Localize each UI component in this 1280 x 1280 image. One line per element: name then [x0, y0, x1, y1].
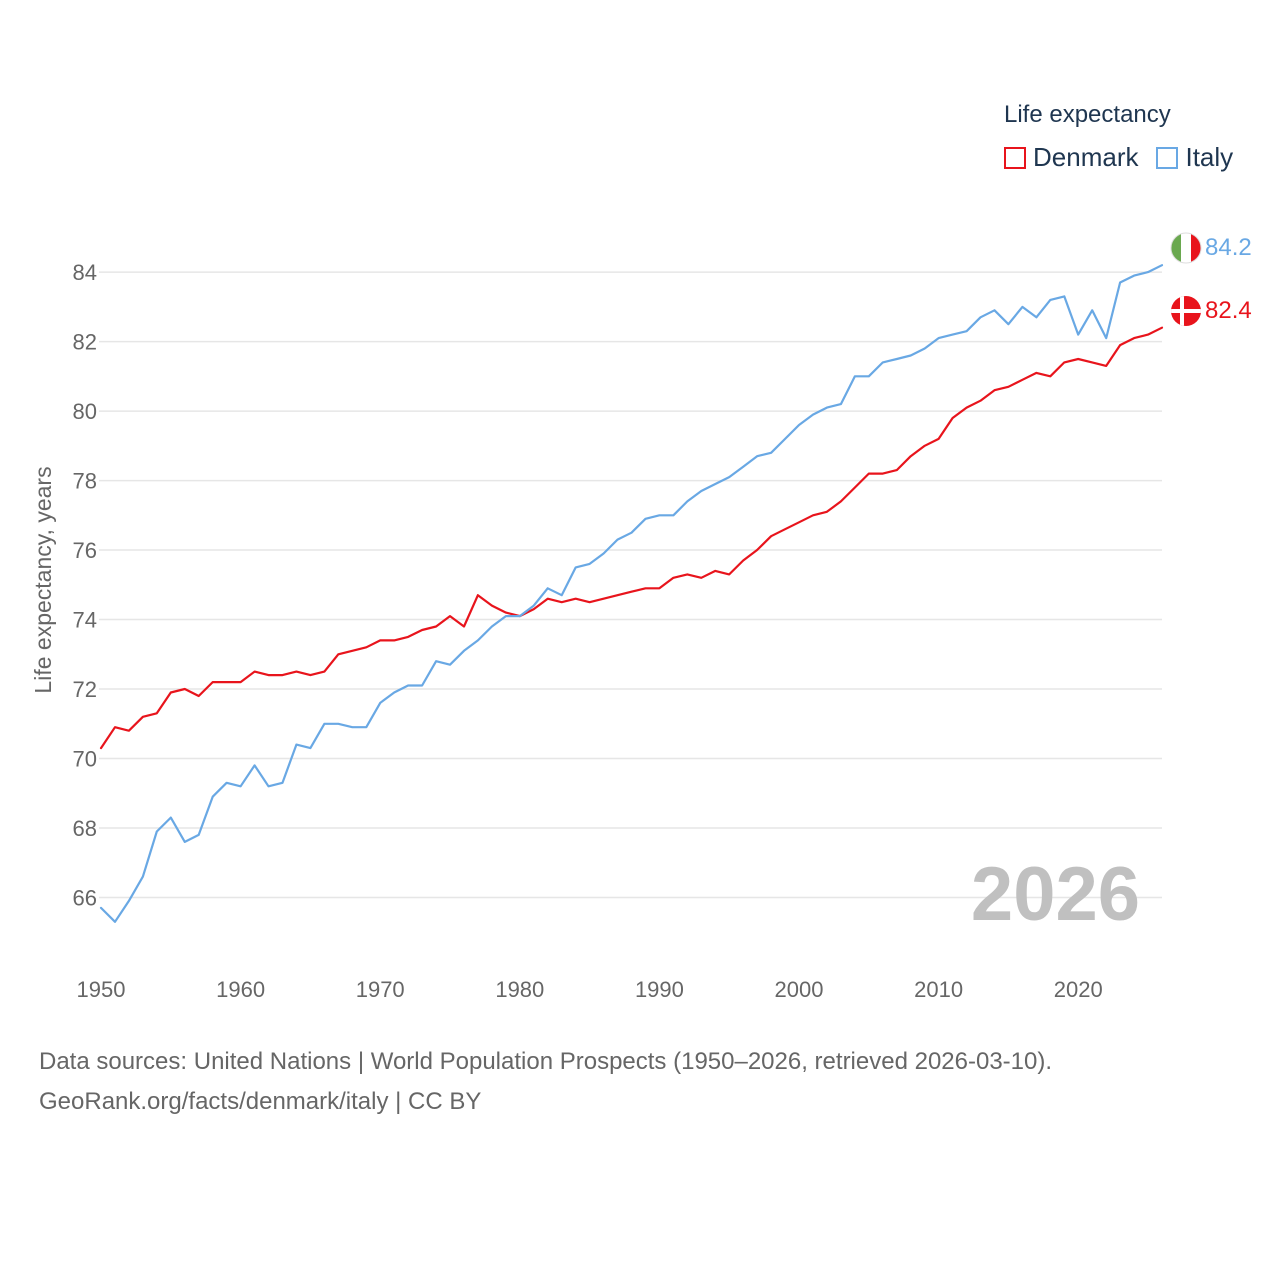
- y-axis-ticks: 66 68 70 72 74 76 78 80 82 84: [73, 260, 97, 910]
- legend-label-italy: Italy: [1185, 142, 1234, 172]
- y-tick-label: 80: [73, 399, 97, 424]
- grid-lines: [99, 271, 1162, 899]
- y-tick-label: 76: [73, 538, 97, 563]
- y-tick-label: 68: [73, 816, 97, 841]
- x-axis-ticks: 1950 1960 1970 1980 1990 2000 2010 2020: [77, 977, 1103, 1002]
- legend-item-italy[interactable]: Italy: [1156, 142, 1233, 173]
- y-tick-label: 70: [73, 746, 97, 771]
- series-line-denmark[interactable]: [99, 326, 1164, 750]
- series-line-italy[interactable]: [99, 264, 1164, 923]
- source-note: Data sources: United Nations | World Pop…: [39, 1042, 1052, 1122]
- y-tick-label: 72: [73, 677, 97, 702]
- y-tick-label: 66: [73, 885, 97, 910]
- y-tick-label: 84: [73, 260, 97, 285]
- source-line-1[interactable]: Data sources: United Nations | World Pop…: [39, 1048, 1053, 1075]
- y-tick-label: 74: [73, 608, 97, 633]
- x-tick-label: 2020: [1054, 977, 1103, 1002]
- source-line-2[interactable]: GeoRank.org/facts/denmark/italy | CC BY: [39, 1088, 482, 1115]
- x-tick-label: 2010: [914, 977, 963, 1002]
- legend-item-denmark[interactable]: Denmark: [1004, 142, 1138, 173]
- life-expectancy-chart: 66 68 70 72 74 76 78 80 82 84 1950 1960 1970 1980 199…: [30, 232, 1252, 1002]
- series-lines: [99, 264, 1164, 923]
- x-tick-label: 2000: [775, 977, 824, 1002]
- flag-denmark: [1171, 296, 1201, 326]
- flag-italy: [1170, 232, 1202, 264]
- legend-swatch-denmark: [1004, 146, 1026, 169]
- x-tick-label: 1950: [77, 977, 126, 1002]
- x-tick-label: 1960: [216, 977, 265, 1002]
- end-label-denmark: 82.4: [1205, 297, 1252, 324]
- legend: Denmark Italy: [1004, 142, 1251, 173]
- end-label-italy: 84.2: [1205, 234, 1252, 261]
- year-watermark: 2026: [971, 852, 1140, 937]
- y-tick-label: 82: [73, 330, 97, 355]
- y-axis-label: Life expectancy, years: [30, 466, 56, 693]
- y-tick-label: 78: [73, 469, 97, 494]
- legend-label-denmark: Denmark: [1033, 142, 1139, 172]
- x-tick-label: 1990: [635, 977, 684, 1002]
- x-tick-label: 1970: [356, 977, 405, 1002]
- legend-title: Life expectancy: [1004, 101, 1171, 128]
- x-tick-label: 1980: [495, 977, 544, 1002]
- legend-swatch-italy: [1156, 146, 1179, 169]
